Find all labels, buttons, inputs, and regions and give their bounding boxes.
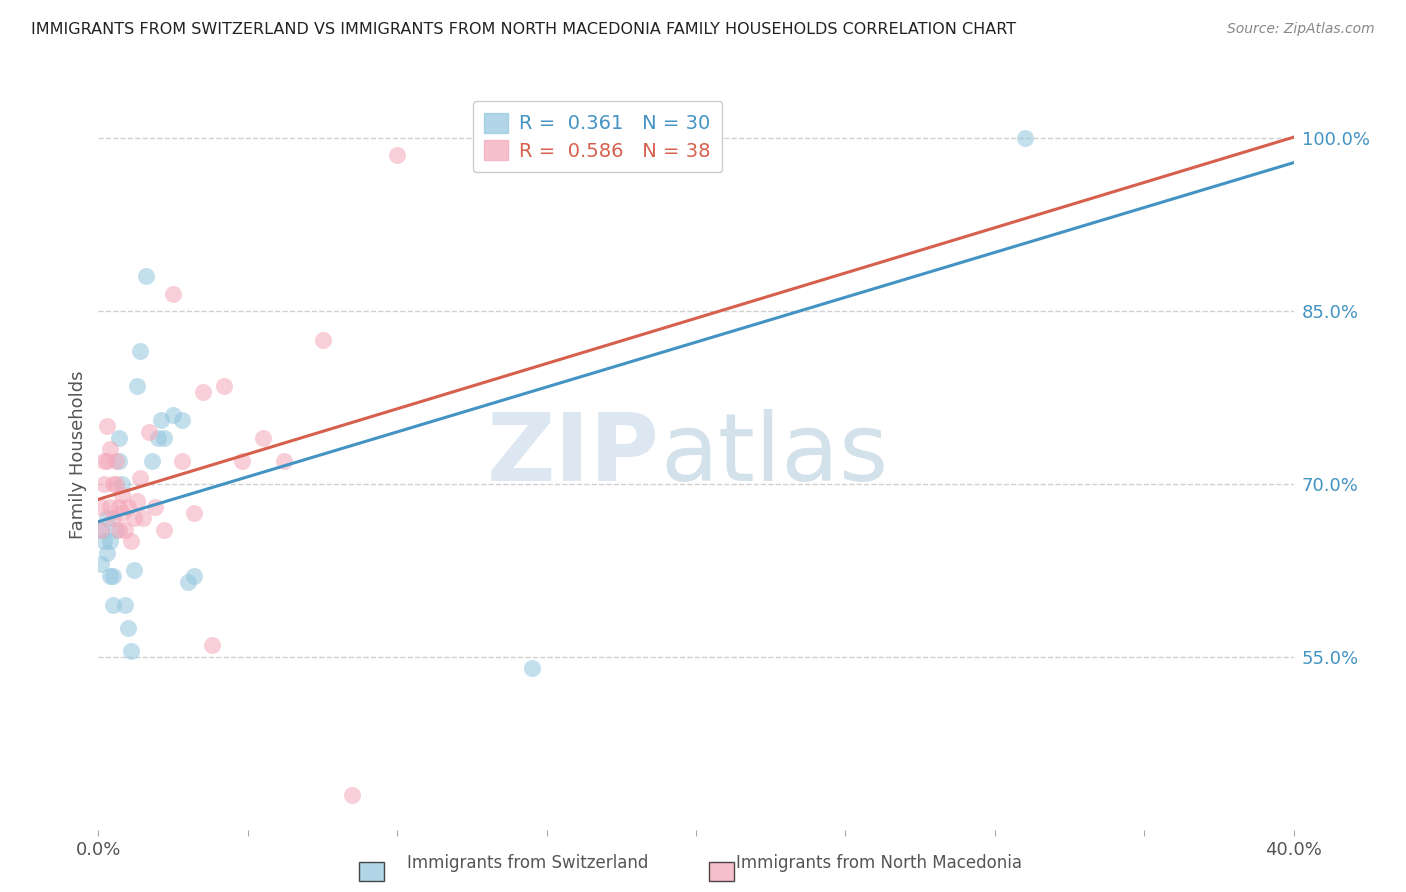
Point (311, 333, 333, 347)
Point (108, 453, 131, 467)
Legend: R =  0.361   N = 30, R =  0.586   N = 38: R = 0.361 N = 30, R = 0.586 N = 38 (472, 101, 723, 172)
Point (129, 471, 152, 485)
Y-axis label: Family Households: Family Households (69, 371, 87, 539)
Point (231, 453, 253, 467)
Point (127, 494, 149, 508)
Point (114, 598, 136, 612)
Point (385, 148, 409, 162)
Point (117, 621, 139, 635)
Point (114, 523, 136, 537)
Point (124, 511, 146, 525)
Point (212, 378, 235, 392)
Point (90, 523, 112, 537)
Point (150, 413, 173, 427)
Point (143, 500, 166, 514)
Point (108, 500, 131, 514)
Point (111, 488, 134, 502)
Point (93, 476, 115, 491)
Point (177, 574, 200, 589)
Point (183, 506, 205, 520)
Point (138, 425, 160, 439)
Text: Source: ZipAtlas.com: Source: ZipAtlas.com (1227, 22, 1375, 37)
Point (148, 431, 170, 445)
Point (124, 563, 146, 577)
Point (108, 523, 131, 537)
Point (96, 511, 118, 525)
Point (108, 431, 131, 445)
Point (141, 453, 163, 467)
Point (120, 644, 142, 658)
Point (96, 419, 118, 434)
Point (98, 569, 122, 583)
Point (120, 534, 142, 549)
Point (93, 534, 115, 549)
Point (105, 476, 128, 491)
Point (127, 378, 149, 392)
Text: ZIP: ZIP (488, 409, 661, 501)
Point (98, 534, 122, 549)
Point (103, 476, 125, 491)
Point (90, 500, 112, 514)
Point (183, 569, 205, 583)
Point (98, 442, 122, 457)
Point (111, 506, 134, 520)
Point (162, 286, 184, 301)
Point (103, 598, 125, 612)
Point (132, 511, 155, 525)
Point (342, 788, 364, 802)
Point (117, 500, 139, 514)
Point (520, 661, 543, 675)
Point (111, 476, 134, 491)
Text: atlas: atlas (661, 409, 889, 501)
Point (105, 523, 128, 537)
Point (90, 558, 112, 572)
Point (252, 431, 274, 445)
Point (129, 344, 152, 359)
Point (93, 453, 115, 467)
Point (105, 453, 128, 467)
Point (162, 408, 184, 422)
Point (1014, 131, 1036, 145)
Point (201, 638, 224, 652)
Point (172, 453, 194, 467)
Text: Immigrants from North Macedonia: Immigrants from North Macedonia (735, 855, 1022, 872)
Point (135, 269, 157, 284)
Point (103, 569, 125, 583)
Text: Immigrants from Switzerland: Immigrants from Switzerland (406, 855, 648, 872)
Point (273, 453, 295, 467)
Point (153, 431, 176, 445)
Point (90, 523, 112, 537)
Point (96, 546, 118, 560)
Point (153, 523, 176, 537)
Point (191, 384, 214, 399)
Point (103, 511, 125, 525)
Point (172, 413, 194, 427)
Point (96, 453, 118, 467)
Text: IMMIGRANTS FROM SWITZERLAND VS IMMIGRANTS FROM NORTH MACEDONIA FAMILY HOUSEHOLDS: IMMIGRANTS FROM SWITZERLAND VS IMMIGRANT… (31, 22, 1017, 37)
Point (98, 500, 122, 514)
